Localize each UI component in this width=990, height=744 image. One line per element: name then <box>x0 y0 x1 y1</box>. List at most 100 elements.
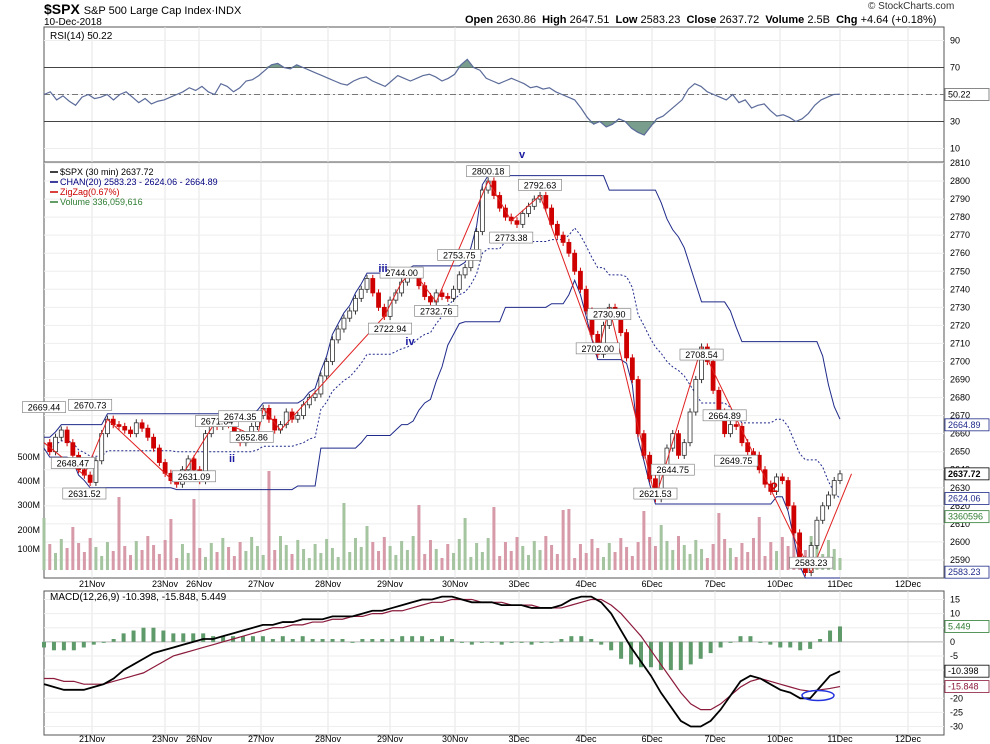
macd-histogram-bar <box>579 636 584 642</box>
volume-bar <box>428 540 432 570</box>
rsi-last-tag: 50.22 <box>948 90 971 100</box>
macd-histogram-bar <box>191 633 196 642</box>
macd-histogram-bar <box>111 639 116 642</box>
volume-bar <box>682 545 686 570</box>
macd-histogram-bar <box>459 641 464 643</box>
price-y-tick: 2710 <box>950 338 970 348</box>
candle-body <box>422 285 428 297</box>
candle-body <box>283 411 289 426</box>
volume-bar <box>186 553 190 570</box>
volume-bar <box>619 538 623 570</box>
macd-histogram-bar <box>390 639 395 642</box>
macd-last-tag: -15.848 <box>948 682 979 692</box>
volume-bar <box>602 557 606 570</box>
candle-body <box>353 297 358 312</box>
candle-body <box>514 220 520 225</box>
candle-body <box>185 458 191 471</box>
macd-histogram-bar <box>300 636 305 642</box>
candle-body <box>347 310 353 319</box>
volume-bar <box>54 553 58 570</box>
macd-histogram-bar <box>81 641 86 648</box>
volume-bar <box>342 503 346 570</box>
legend-entry: ZigZag(0.67%) <box>60 187 120 197</box>
x-tick-label: 11Dec <box>827 579 853 589</box>
candle-body <box>145 427 151 438</box>
candle-body <box>826 494 831 507</box>
volume-bar <box>480 552 484 570</box>
price-y-tick: 2790 <box>950 194 970 204</box>
volume-bar <box>82 552 86 570</box>
volume-bar <box>636 542 640 570</box>
pivot-label-box <box>437 249 482 261</box>
pivot-label: 2648.47 <box>57 458 90 468</box>
price-last-tag: 2583.23 <box>948 567 981 577</box>
price-y-tick: 2730 <box>950 302 970 312</box>
volume-bar <box>734 557 738 570</box>
pivot-label-box <box>714 454 759 467</box>
volume-bar <box>100 556 104 570</box>
x-tick-label: 4Dec <box>575 579 597 589</box>
x-tick-label: 28Nov <box>315 579 342 589</box>
volume-bar <box>786 546 790 570</box>
macd-last-tag-box <box>944 620 990 633</box>
volume-bar <box>555 554 559 570</box>
macd-cross-highlight <box>801 689 835 702</box>
x-tick-label: 6Dec <box>641 734 663 744</box>
macd-histogram-bar <box>748 636 753 642</box>
volume-bar <box>388 546 392 570</box>
price-last-tag-box <box>944 492 990 505</box>
macd-histogram-bar <box>71 641 76 651</box>
candle-body <box>122 426 128 431</box>
volume-bar <box>204 557 208 570</box>
volume-bar <box>192 499 196 570</box>
volume-y-tick: 300M <box>17 500 40 510</box>
volume-bar <box>578 544 582 570</box>
candle-body <box>791 505 797 534</box>
volume-bar <box>169 519 173 570</box>
macd-last-tag-box <box>944 664 990 678</box>
pivot-label: 2652.86 <box>235 433 268 443</box>
volume-bar <box>503 542 507 570</box>
macd-histogram-bar <box>101 641 106 643</box>
volume-bar <box>475 543 479 570</box>
candle-body <box>70 442 76 456</box>
volume-bar <box>492 507 496 570</box>
macd-histogram-bar <box>599 641 604 645</box>
candle-body <box>324 361 330 377</box>
pivot-label-box <box>379 266 424 279</box>
candle-body <box>53 436 58 453</box>
volume-bar <box>561 510 565 570</box>
candle-body <box>728 424 733 435</box>
candle-body <box>733 424 739 427</box>
pivot-label-box <box>702 409 747 422</box>
legend-entry: CHAN(20) 2583.23 - 2624.06 - 2664.89 <box>60 177 218 187</box>
macd-histogram-bar <box>61 641 66 651</box>
close-value: 2637.72 <box>719 14 760 26</box>
macd-histogram-bar <box>818 639 823 642</box>
macd-histogram-bar <box>648 641 653 668</box>
pivot-label: 2669.44 <box>28 403 61 413</box>
volume-bar <box>596 548 600 570</box>
volume-bar <box>134 541 138 570</box>
volume-bar <box>255 546 259 570</box>
volume-bar <box>42 518 46 570</box>
price-y-tick: 2740 <box>950 284 970 294</box>
date-label: 10-Dec-2018 <box>44 17 102 28</box>
pivot-label-box <box>679 348 724 361</box>
pivot-label-box <box>50 457 95 469</box>
macd-histogram-bar <box>270 639 275 642</box>
macd-histogram-bar <box>380 639 385 642</box>
volume-bar <box>88 538 92 570</box>
volume-bar <box>59 539 63 570</box>
volume-bar <box>775 551 779 570</box>
volume-bar <box>792 515 796 570</box>
volume-bar <box>377 551 381 570</box>
price-y-tick: 2760 <box>950 248 970 258</box>
price-last-tag: 2624.06 <box>948 494 981 504</box>
volume-bar <box>267 471 271 570</box>
volume-bar <box>550 545 554 570</box>
volume-bar <box>648 537 652 570</box>
x-tick-label: 21Nov <box>79 579 106 589</box>
symbol-name: S&P 500 Large Cap Index <box>83 5 212 17</box>
macd-histogram-bar <box>91 641 96 645</box>
